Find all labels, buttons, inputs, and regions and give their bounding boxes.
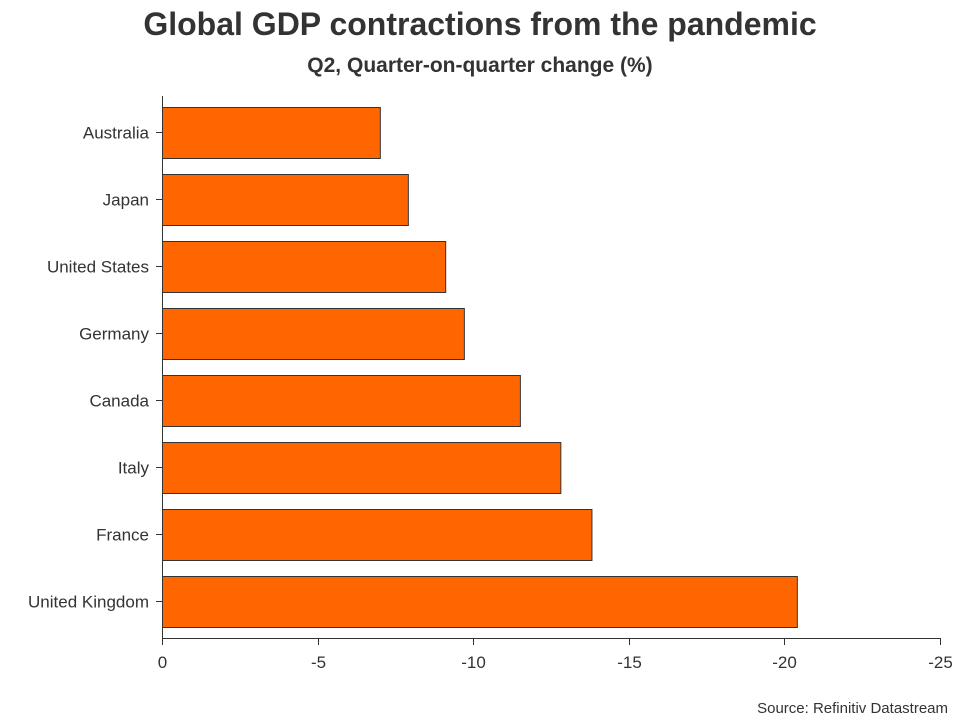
category-label-australia: Australia: [83, 124, 150, 143]
bar-japan: [162, 174, 409, 226]
category-label-germany: Germany: [79, 325, 149, 344]
bars-layer: [162, 107, 798, 628]
x-tick-label-2: -10: [461, 653, 486, 672]
x-tick-label-3: -15: [617, 653, 642, 672]
category-label-france: France: [96, 526, 149, 545]
bar-italy: [162, 442, 562, 494]
x-tick-label-5: -25: [928, 653, 953, 672]
source-note: Source: Refinitiv Datastream: [757, 700, 948, 717]
bar-canada: [162, 375, 521, 427]
bar-france: [162, 509, 593, 561]
category-label-united-kingdom: United Kingdom: [28, 593, 149, 612]
bar-united-kingdom: [162, 576, 798, 628]
x-tick-label-4: -20: [772, 653, 797, 672]
category-label-canada: Canada: [89, 392, 149, 411]
chart-title: Global GDP contractions from the pandemi…: [143, 6, 817, 42]
category-label-united-states: United States: [47, 258, 149, 277]
x-tick-label-1: -5: [311, 653, 326, 672]
category-label-italy: Italy: [118, 459, 150, 478]
category-label-japan: Japan: [103, 191, 149, 210]
chart-subtitle: Q2, Quarter-on-quarter change (%): [307, 54, 653, 77]
bar-australia: [162, 107, 381, 159]
axes: 0 -5 -10 -15 -20 -25: [156, 96, 953, 672]
bar-germany: [162, 308, 465, 360]
x-tick-label-0: 0: [158, 653, 167, 672]
bar-united-states: [162, 241, 447, 293]
category-labels: Australia Japan United States Germany Canada…: [28, 124, 150, 612]
